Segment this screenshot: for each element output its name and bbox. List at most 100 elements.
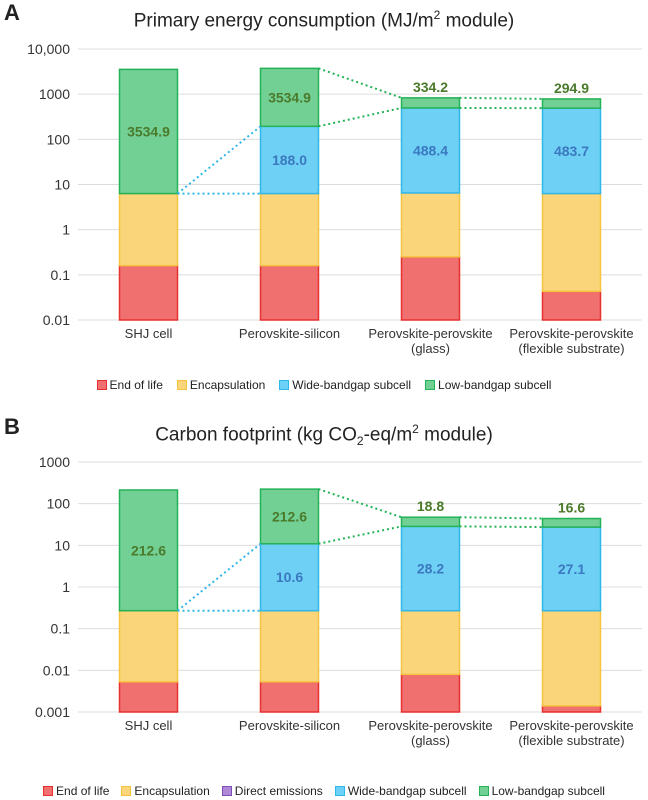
data-label-wide-bandgap: 28.2: [417, 561, 444, 577]
x-category-label: Perovskite-perovskite: [368, 718, 492, 733]
x-category-label: Perovskite-silicon: [239, 718, 340, 733]
legend-item: Low-bandgap subcell: [425, 378, 551, 392]
legend-item: Low-bandgap subcell: [478, 784, 605, 798]
connector-line: [318, 106, 402, 128]
legend-label: End of life: [56, 784, 110, 798]
title-sup: 2: [433, 8, 441, 22]
bar-segment-encapsulation: [400, 192, 461, 258]
data-label-low-bandgap: 334.2: [413, 79, 448, 95]
data-label-low-bandgap: 18.8: [417, 498, 444, 514]
bar-segment-low-bandgap: [400, 516, 461, 528]
data-label-low-bandgap: 294.9: [554, 80, 589, 96]
x-category-label: SHJ cell: [125, 718, 173, 733]
legend-label: Low-bandgap subcell: [438, 378, 552, 392]
y-tick-label: 10: [54, 177, 70, 193]
legend-swatch: [96, 380, 107, 390]
y-tick-label: 100: [47, 131, 71, 147]
title-text-mid: -eq/m: [363, 424, 413, 446]
connector-line: [459, 516, 543, 520]
panel-a-energy-chart: A Primary energy consumption (MJ/m2 modu…: [0, 0, 648, 392]
bar-segment-wide-bandgap: [541, 526, 602, 612]
x-category-label: SHJ cell: [125, 326, 173, 341]
data-label-wide-bandgap: 27.1: [558, 561, 585, 577]
data-label-wide-bandgap: 10.6: [276, 569, 303, 585]
connector-line: [176, 125, 262, 195]
legend-swatch: [478, 786, 489, 796]
legend: End of life Encapsulation Wide-bandgap sub…: [0, 378, 648, 392]
legend-item: Encapsulation: [121, 784, 210, 798]
title-sup: 2: [412, 422, 419, 436]
x-category-label: Perovskite-perovskite: [368, 326, 492, 341]
legend-item: Wide-bandgap subcell: [334, 784, 467, 798]
data-label-low-bandgap: 212.6: [272, 508, 307, 524]
bar-segment-wide-bandgap: [400, 525, 461, 612]
x-category-label: (flexible substrate): [518, 341, 624, 356]
chart-plot-area: 1000 100 10 1 0.1 0.01 0.001 SHJ cell Perovskite…: [35, 454, 642, 748]
x-category-label: Perovskite-silicon: [239, 326, 340, 341]
bar-segment-end-of-life: [118, 681, 179, 713]
data-label-low-bandgap: 3534.9: [268, 89, 311, 105]
connector-line: [176, 542, 262, 612]
y-tick-label: 10,000: [27, 41, 70, 57]
bar-segment-low-bandgap: [259, 67, 320, 128]
legend-swatch: [43, 786, 54, 796]
y-tick-label: 1000: [39, 454, 70, 470]
bar-segment-end-of-life: [541, 705, 602, 713]
connector-line: [318, 67, 402, 99]
bar-segment-encapsulation: [118, 192, 179, 267]
bar-segment-low-bandgap: [118, 68, 179, 195]
legend-item: End of life: [96, 378, 163, 392]
bar-segment-low-bandgap: [541, 517, 602, 528]
connector-line: [459, 96, 543, 100]
legend-swatch: [279, 380, 290, 390]
bar-segment-encapsulation: [541, 192, 602, 293]
legend-item: Encapsulation: [176, 378, 266, 392]
bar-segment-end-of-life: [118, 264, 179, 321]
x-category-label: (glass): [411, 733, 450, 748]
bar-segment-low-bandgap: [400, 97, 461, 109]
connector-line: [318, 488, 402, 519]
legend-label: Encapsulation: [189, 378, 266, 392]
chart-plot-area: 10,000 1000 100 10 1 0.1 0.01 SHJ cell Perovskit…: [27, 41, 642, 356]
y-tick-label: 10: [54, 537, 70, 553]
bar-segment-end-of-life: [541, 290, 602, 321]
bar-segment-end-of-life: [400, 673, 461, 713]
data-label-wide-bandgap: 488.4: [413, 142, 448, 158]
panel-letter: B: [4, 414, 20, 439]
bar-segment-encapsulation: [541, 609, 602, 707]
y-tick-label: 0.1: [51, 621, 71, 637]
bar-segment-wide-bandgap: [259, 543, 320, 612]
x-category-label: (flexible substrate): [518, 733, 624, 748]
data-label-low-bandgap: 16.6: [558, 500, 585, 516]
connector-line: [318, 525, 402, 545]
data-label-wide-bandgap: 483.7: [554, 143, 589, 159]
title-text: Carbon footprint (kg CO: [155, 424, 357, 446]
bar-segment-low-bandgap: [118, 489, 179, 612]
bar-segment-end-of-life: [259, 681, 320, 713]
legend-label: Wide-bandgap subcell: [347, 784, 467, 798]
connector-line: [459, 525, 543, 529]
panel-b-carbon-chart: B Carbon footprint (kg CO2-eq/m2 module)…: [0, 400, 648, 800]
bar-segment-low-bandgap: [259, 488, 320, 545]
legend-swatch: [176, 380, 187, 390]
title-text-suffix: module): [418, 424, 493, 446]
x-category-label: (glass): [411, 341, 450, 356]
y-tick-label: 1: [62, 579, 70, 595]
legend-label: Direct emissions: [234, 784, 323, 798]
legend-item: End of life: [43, 784, 109, 798]
legend-swatch: [425, 380, 436, 390]
title-sub: 2: [356, 434, 364, 449]
panel-letter: A: [4, 0, 20, 25]
legend-swatch: [221, 786, 232, 796]
title-text: Primary energy consumption (MJ/m: [133, 10, 434, 32]
legend-swatch: [334, 786, 345, 796]
y-tick-label: 0.1: [51, 267, 71, 283]
bar-segment-encapsulation: [259, 609, 320, 683]
legend-item: Direct emissions: [221, 784, 323, 798]
bar-segment-encapsulation: [400, 609, 461, 676]
chart-title: Carbon footprint (kg CO2-eq/m2 module): [0, 422, 648, 448]
legend-item: Wide-bandgap subcell: [279, 378, 411, 392]
y-tick-label: 100: [47, 496, 71, 512]
legend: End of life Encapsulation Direct emissions…: [0, 784, 648, 798]
y-tick-label: 1000: [39, 86, 70, 102]
